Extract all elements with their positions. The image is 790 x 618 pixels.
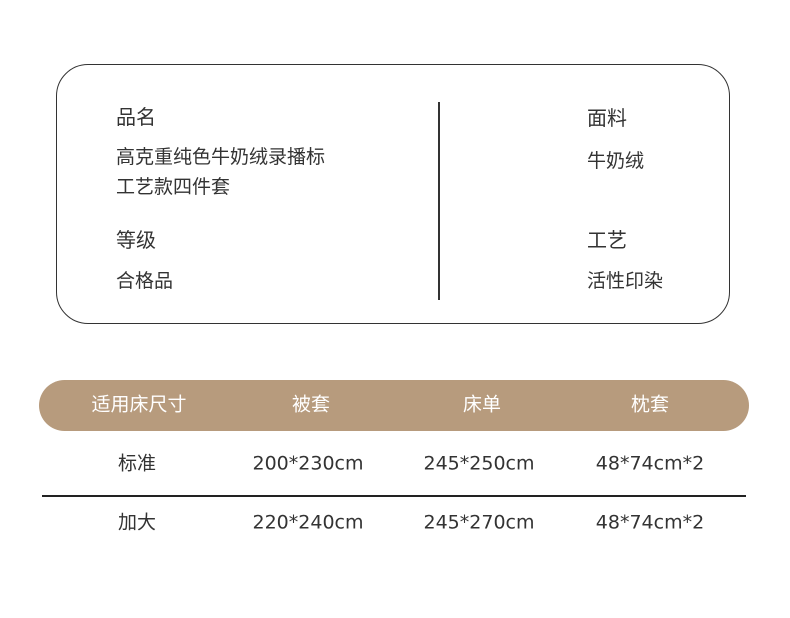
header-bed-sheet: 床单 xyxy=(462,393,502,416)
grade-label: 等级 xyxy=(116,228,156,252)
row-standard-duvet: 200*230cm xyxy=(252,452,364,475)
fabric-value: 牛奶绒 xyxy=(587,150,645,172)
row-large-size: 加大 xyxy=(117,511,157,534)
vertical-divider xyxy=(438,102,440,300)
name-value-line2: 工艺款四件套 xyxy=(116,176,231,198)
row-standard-pillow: 48*74cm*2 xyxy=(595,452,705,475)
product-info-card xyxy=(56,64,730,324)
fabric-label: 面料 xyxy=(587,106,627,130)
grade-value: 合格品 xyxy=(116,270,174,292)
name-label: 品名 xyxy=(116,105,156,129)
craft-label: 工艺 xyxy=(587,228,627,252)
row-divider xyxy=(42,495,746,497)
craft-value: 活性印染 xyxy=(587,270,664,292)
name-value-line1: 高克重纯色牛奶绒录播标 xyxy=(116,146,326,168)
row-large-duvet: 220*240cm xyxy=(252,511,364,534)
size-table-header xyxy=(39,380,749,431)
header-duvet-cover: 被套 xyxy=(291,393,331,416)
row-standard-sheet: 245*250cm xyxy=(423,452,535,475)
row-large-sheet: 245*270cm xyxy=(423,511,535,534)
row-standard-size: 标准 xyxy=(117,452,157,475)
header-pillowcase: 枕套 xyxy=(630,393,670,416)
row-large-pillow: 48*74cm*2 xyxy=(595,511,705,534)
header-bed-size: 适用床尺寸 xyxy=(91,393,187,416)
